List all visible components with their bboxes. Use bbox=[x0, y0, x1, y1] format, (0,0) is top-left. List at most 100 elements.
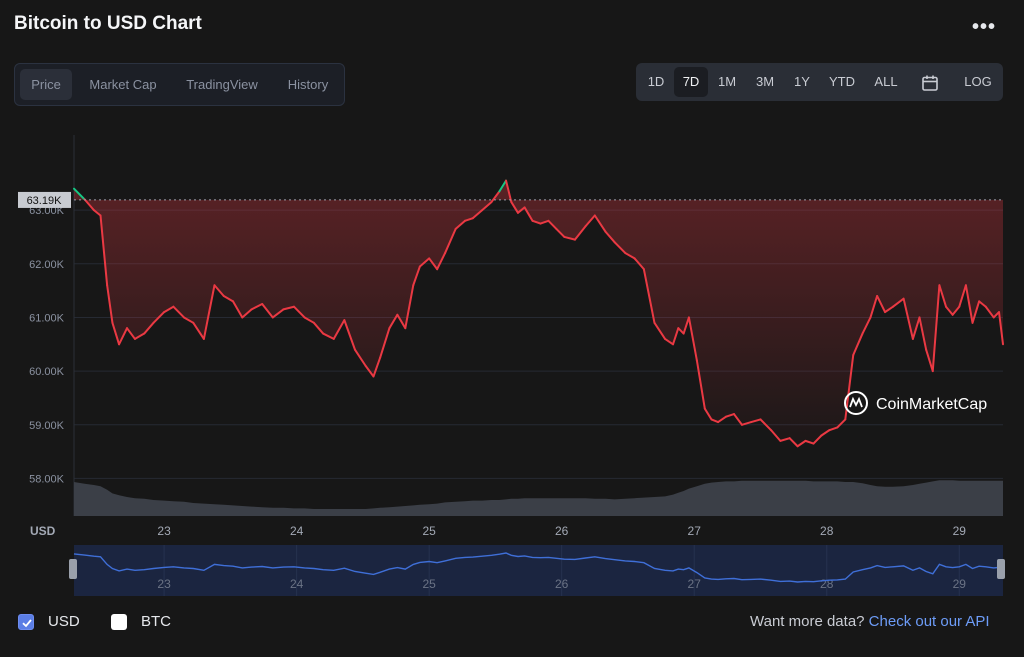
price-line-segment bbox=[710, 418, 720, 424]
price-line-segment bbox=[118, 327, 129, 346]
price-line-segment bbox=[444, 227, 457, 255]
price-line-segment bbox=[282, 305, 295, 311]
price-line-segment bbox=[951, 305, 961, 316]
price-line-segment bbox=[820, 429, 831, 437]
price-line-segment bbox=[633, 257, 645, 271]
price-line-segment bbox=[126, 327, 136, 340]
navigator-handle-right[interactable] bbox=[997, 559, 1005, 579]
price-line-segment bbox=[241, 308, 253, 319]
y-tick-label: 61.00K bbox=[29, 312, 65, 324]
price-line-segment bbox=[717, 415, 728, 424]
price-line-segment bbox=[332, 319, 346, 340]
navigator-handle-left[interactable] bbox=[69, 559, 77, 579]
tab-market-cap[interactable]: Market Cap bbox=[89, 77, 157, 92]
legend-usd-label: USD bbox=[48, 613, 80, 630]
price-line-segment bbox=[593, 214, 607, 233]
price-line-segment bbox=[111, 321, 121, 346]
navigator-line bbox=[73, 552, 1004, 583]
price-line-segment bbox=[250, 303, 264, 311]
legend-btc[interactable]: BTC bbox=[111, 612, 171, 632]
price-line-segment bbox=[852, 332, 864, 357]
price-line-segment bbox=[750, 418, 762, 424]
y-axis-unit-label: USD bbox=[30, 524, 56, 538]
price-line-segment bbox=[99, 214, 109, 287]
price-line-segment bbox=[984, 305, 995, 319]
tab-history[interactable]: History bbox=[287, 77, 329, 92]
coinmarketcap-logo-mark bbox=[849, 396, 863, 408]
range-1d[interactable]: 1D bbox=[647, 74, 665, 89]
range-all[interactable]: ALL bbox=[874, 74, 898, 89]
range-7d[interactable]: 7D bbox=[674, 67, 708, 97]
price-line-segment bbox=[481, 201, 493, 212]
price-line-segment bbox=[271, 308, 285, 319]
price-line-segment bbox=[945, 305, 954, 316]
range-1y[interactable]: 1Y bbox=[794, 74, 810, 89]
price-line-segment bbox=[902, 297, 914, 340]
x-tick-label: 26 bbox=[555, 524, 569, 538]
price-line-segment bbox=[73, 187, 86, 201]
legend-usd[interactable]: USD bbox=[18, 612, 80, 632]
checkbox-checked-icon[interactable] bbox=[18, 614, 34, 631]
api-link[interactable]: Check out our API bbox=[868, 613, 990, 630]
navigator-tick-label: 24 bbox=[290, 577, 304, 591]
more-icon[interactable]: ••• bbox=[972, 16, 997, 38]
price-line-segment bbox=[759, 418, 773, 432]
price-line-segment bbox=[703, 407, 713, 421]
price-line-segment bbox=[364, 364, 375, 378]
price-line-segment bbox=[92, 209, 102, 217]
price-line-segment bbox=[490, 190, 501, 204]
price-line-segment bbox=[379, 327, 391, 359]
price-line-segment bbox=[563, 235, 576, 241]
x-tick-label: 28 bbox=[820, 524, 834, 538]
range-1m[interactable]: 1M bbox=[717, 74, 737, 89]
price-line-segment bbox=[836, 418, 847, 429]
api-promo-text: Want more data? bbox=[750, 613, 865, 630]
price-line-segment bbox=[531, 219, 542, 225]
price-line-segment bbox=[664, 337, 675, 346]
price-line-segment bbox=[677, 327, 685, 335]
navigator-background[interactable] bbox=[74, 545, 1003, 596]
range-3m[interactable]: 3M bbox=[755, 74, 775, 89]
checkbox-unchecked-icon[interactable] bbox=[111, 614, 127, 631]
price-line-segment bbox=[192, 321, 205, 340]
price-line-segment bbox=[547, 219, 558, 230]
price-line-segment bbox=[152, 311, 166, 324]
price-line-segment bbox=[958, 284, 967, 308]
price-line-segment bbox=[672, 327, 680, 346]
price-line-segment bbox=[133, 332, 146, 340]
price-line-segment bbox=[232, 300, 244, 319]
navigator-tick-label: 26 bbox=[555, 577, 569, 591]
price-line-segment bbox=[971, 300, 981, 324]
price-line-segment bbox=[106, 284, 114, 324]
price-line-segment bbox=[222, 294, 235, 303]
tab-price[interactable]: Price bbox=[20, 69, 72, 100]
price-line-segment bbox=[418, 257, 431, 268]
x-tick-label: 23 bbox=[157, 524, 171, 538]
price-line-segment bbox=[861, 316, 872, 335]
volume-area bbox=[74, 480, 1003, 516]
price-line-segment bbox=[869, 294, 879, 319]
range-log[interactable]: LOG bbox=[964, 74, 992, 89]
price-line-segment bbox=[938, 284, 948, 308]
price-line-segment bbox=[604, 230, 616, 244]
price-line-segment bbox=[573, 225, 587, 241]
price-line-segment bbox=[964, 284, 974, 324]
price-area bbox=[74, 180, 1003, 447]
price-line-segment bbox=[884, 305, 895, 314]
range-ytd[interactable]: YTD bbox=[829, 74, 855, 89]
legend-btc-label: BTC bbox=[141, 613, 171, 630]
tab-tradingview[interactable]: TradingView bbox=[186, 77, 258, 92]
price-line-segment bbox=[998, 311, 1004, 346]
calendar-icon bbox=[922, 75, 938, 91]
calendar-button[interactable] bbox=[914, 67, 946, 97]
price-line-segment bbox=[396, 313, 407, 330]
price-line-segment bbox=[812, 434, 823, 445]
price-line-segment bbox=[510, 201, 519, 214]
y-tick-label: 62.00K bbox=[29, 259, 65, 271]
price-line-segment bbox=[555, 227, 566, 238]
price-line-segment bbox=[83, 198, 95, 212]
price-line-segment bbox=[143, 321, 155, 335]
price-line-segment bbox=[471, 209, 484, 220]
price-line-segment bbox=[353, 348, 367, 367]
y-tick-label: 58.00K bbox=[29, 473, 65, 485]
